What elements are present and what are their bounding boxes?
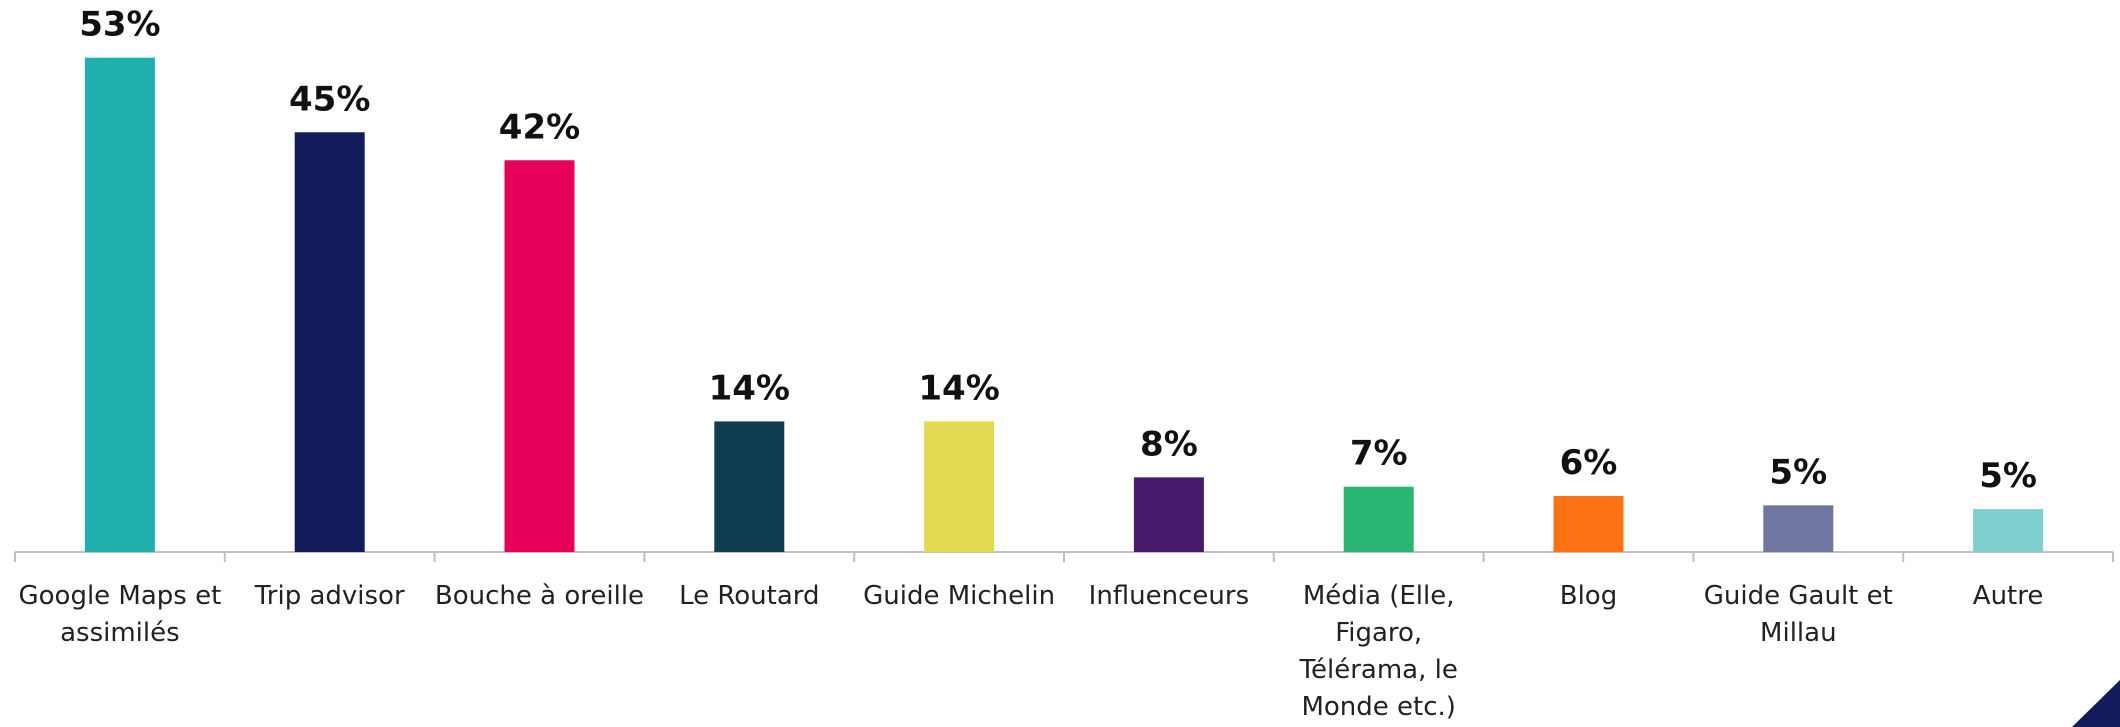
bar — [504, 160, 575, 552]
bar — [1133, 477, 1204, 552]
bar — [294, 132, 365, 553]
x-tick-label: Blog — [1559, 581, 1618, 611]
bar — [1973, 509, 2044, 552]
x-tick-label: Guide Michelin — [863, 581, 1056, 611]
value-label: 6% — [1560, 443, 1618, 483]
x-tick-label: Influenceurs — [1088, 581, 1250, 611]
value-label: 42% — [499, 107, 580, 147]
value-label: 5% — [1979, 456, 2037, 496]
value-label: 5% — [1769, 452, 1827, 492]
x-tick-label: Trip advisor — [254, 581, 405, 611]
bar — [84, 57, 155, 553]
bar — [1553, 496, 1624, 552]
x-tick-label: Autre — [1972, 581, 2044, 611]
bar — [1763, 505, 1834, 552]
value-label: 8% — [1140, 424, 1198, 464]
x-tick-label: Google Maps et assimilés — [18, 581, 222, 648]
value-label: 14% — [918, 368, 999, 408]
bar — [924, 421, 995, 552]
x-tick-label: Bouche à oreille — [434, 581, 645, 611]
x-tick-label: Média (Elle, Figaro, Télérama, le Monde … — [1299, 581, 1458, 722]
x-tick-label: Guide Gault et Millau — [1703, 581, 1893, 648]
value-label: 14% — [709, 368, 790, 408]
corner-decoration — [2072, 680, 2120, 727]
bar — [1343, 486, 1414, 552]
bar — [714, 421, 785, 552]
value-label: 45% — [289, 79, 370, 119]
value-label: 53% — [79, 5, 160, 45]
value-label: 7% — [1350, 434, 1408, 474]
x-tick-label: Le Routard — [679, 581, 820, 611]
